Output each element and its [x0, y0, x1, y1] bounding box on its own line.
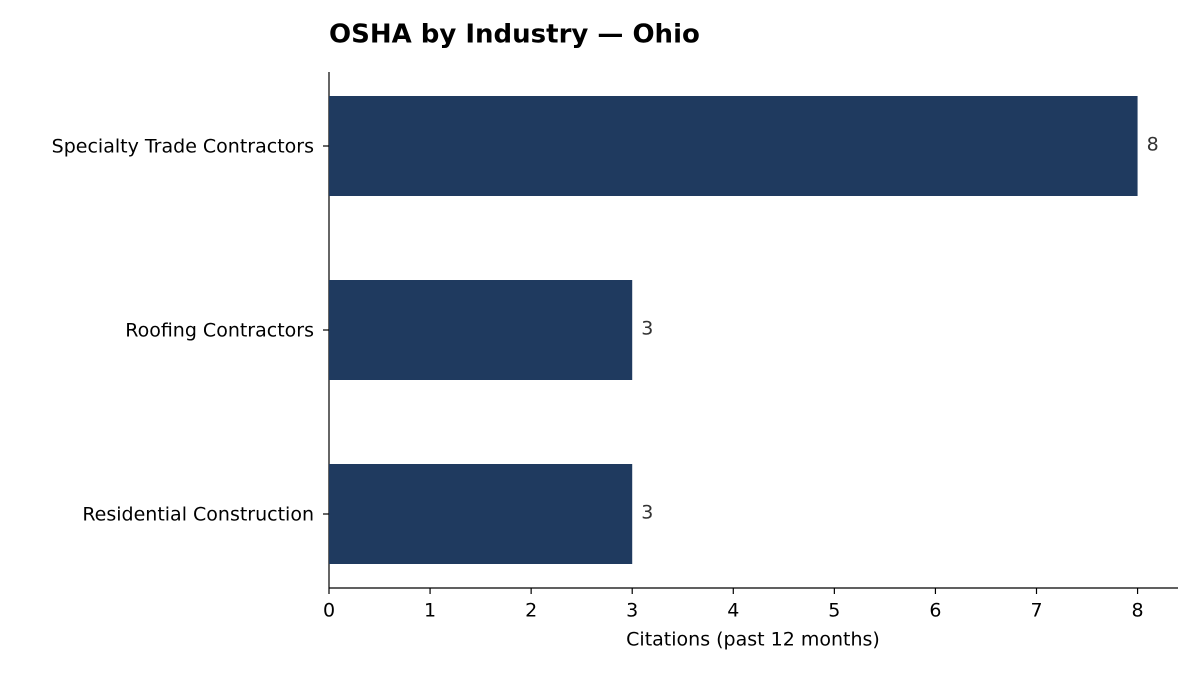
x-tick-label: 4 [727, 600, 739, 622]
data-label: 3 [641, 318, 653, 340]
x-tick-label: 1 [424, 600, 436, 622]
chart-title: OSHA by Industry — Ohio [329, 20, 700, 50]
x-tick-label: 5 [828, 600, 840, 622]
data-label: 8 [1147, 134, 1159, 156]
x-tick-label: 3 [626, 600, 638, 622]
x-axis-label: Citations (past 12 months) [626, 629, 880, 651]
x-tick-label: 2 [525, 600, 537, 622]
x-tick-label: 8 [1132, 600, 1144, 622]
y-tick-label: Specialty Trade Contractors [52, 136, 314, 158]
bar [329, 96, 1138, 196]
bar [329, 280, 633, 380]
y-tick-label: Roofing Contractors [125, 320, 314, 342]
x-tick-label: 7 [1030, 600, 1042, 622]
bar [329, 464, 633, 564]
x-tick-label: 0 [323, 600, 335, 622]
data-label: 3 [641, 502, 653, 524]
x-tick-label: 6 [929, 600, 941, 622]
y-tick-label: Residential Construction [82, 504, 314, 526]
